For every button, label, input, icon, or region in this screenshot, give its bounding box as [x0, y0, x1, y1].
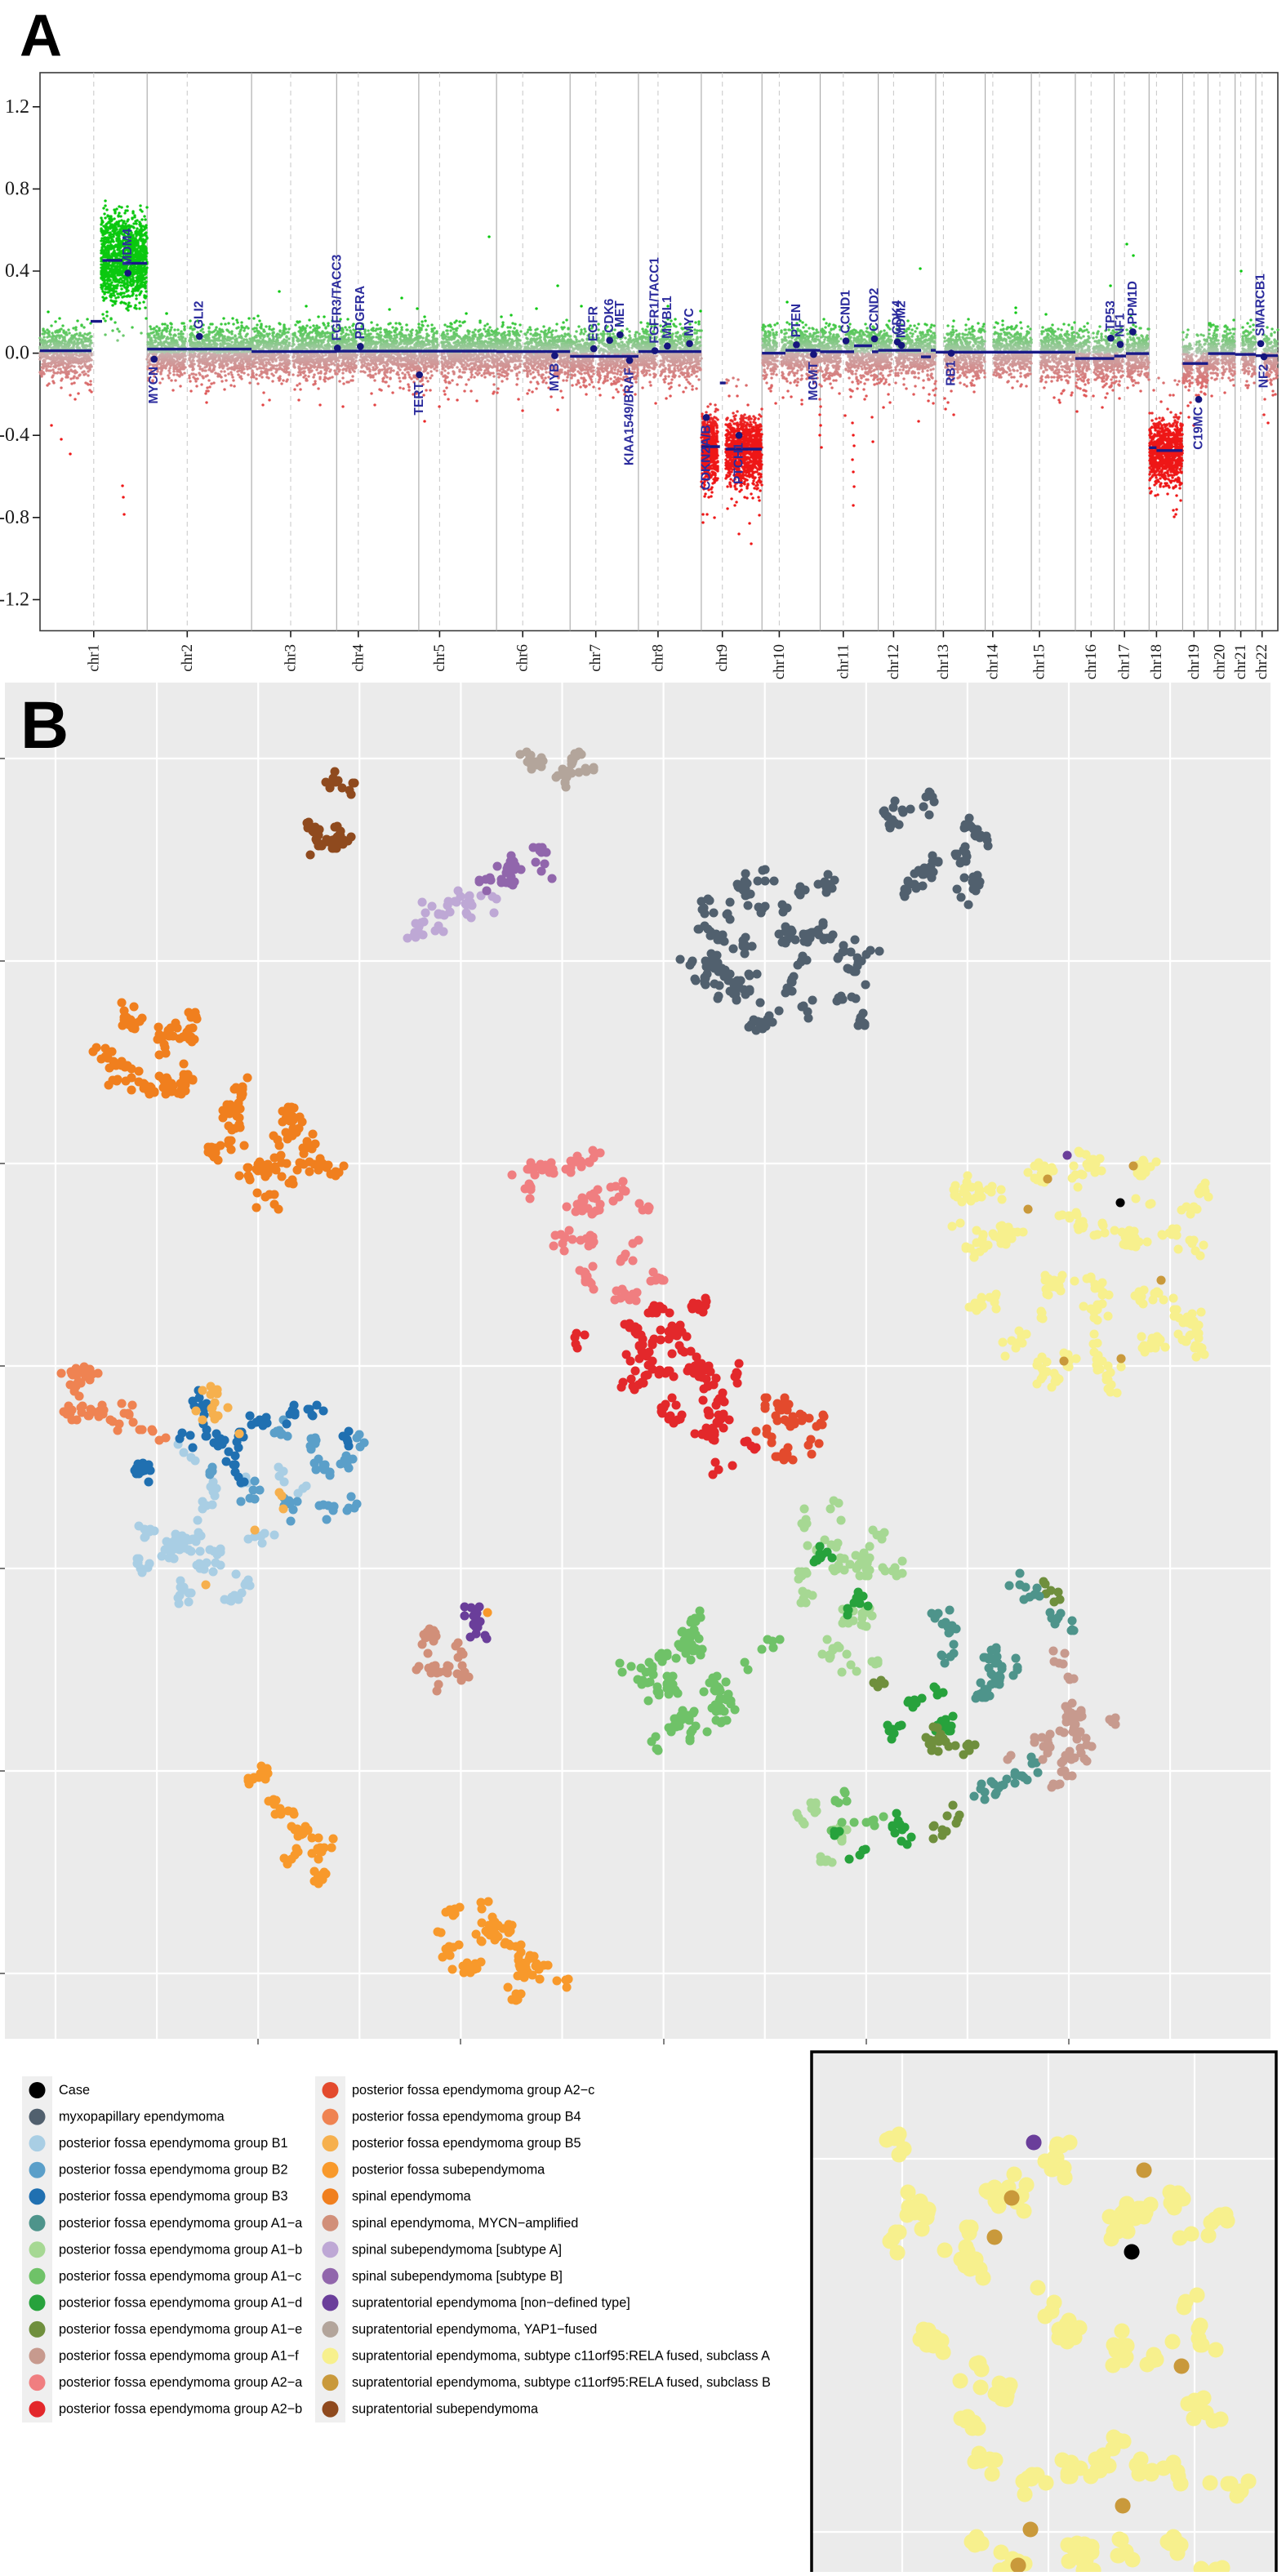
svg-text:chr6: chr6 [514, 644, 532, 672]
svg-text:0.0: 0.0 [5, 343, 29, 364]
svg-text:TP53: TP53 [1104, 300, 1118, 331]
svg-text:posterior fossa ependymoma gro: posterior fossa ependymoma group A1−e [59, 2322, 302, 2337]
svg-text:posterior fossa ependymoma gro: posterior fossa ependymoma group A1−b [59, 2242, 302, 2257]
svg-text:0.8: 0.8 [5, 178, 29, 199]
svg-text:MET: MET [613, 300, 627, 327]
svg-text:posterior fossa ependymoma gro: posterior fossa ependymoma group B4 [352, 2110, 581, 2124]
svg-text:MDM4: MDM4 [121, 228, 135, 265]
svg-text:PTCH1: PTCH1 [732, 443, 746, 484]
svg-text:chr3: chr3 [283, 644, 300, 672]
svg-text:CCND1: CCND1 [839, 290, 853, 334]
svg-text:chr21: chr21 [1232, 644, 1249, 679]
svg-text:B: B [20, 688, 69, 763]
svg-text:posterior fossa ependymoma gro: posterior fossa ependymoma group A2−c [352, 2083, 594, 2098]
svg-text:1.2: 1.2 [5, 96, 29, 118]
svg-text:chr17: chr17 [1116, 644, 1133, 679]
svg-text:posterior fossa ependymoma gro: posterior fossa ependymoma group A1−a [59, 2216, 303, 2231]
svg-text:chr20: chr20 [1212, 644, 1229, 679]
svg-text:chr13: chr13 [935, 644, 952, 679]
svg-text:chr10: chr10 [771, 644, 788, 679]
svg-text:posterior fossa ependymoma gro: posterior fossa ependymoma group B5 [352, 2136, 581, 2151]
svg-text:posterior fossa ependymoma gro: posterior fossa ependymoma group B3 [59, 2189, 288, 2204]
svg-text:NF1: NF1 [1114, 313, 1128, 337]
svg-text:FGFR1/TACC1: FGFR1/TACC1 [648, 257, 662, 344]
svg-text:PPM1D: PPM1D [1126, 281, 1140, 324]
svg-text:spinal subependymoma [subtype: spinal subependymoma [subtype B] [352, 2269, 563, 2284]
svg-text:FGFR3/TACC3: FGFR3/TACC3 [331, 254, 345, 340]
svg-text:chr22: chr22 [1253, 644, 1270, 679]
svg-text:supratentorial ependymoma, sub: supratentorial ependymoma, subtype c11or… [352, 2375, 771, 2390]
svg-text:supratentorial ependymoma, sub: supratentorial ependymoma, subtype c11or… [352, 2349, 770, 2364]
svg-text:chr18: chr18 [1148, 644, 1165, 679]
svg-text:PDGFRA: PDGFRA [354, 286, 367, 339]
svg-text:chr14: chr14 [984, 644, 1001, 680]
svg-text:-0.8: -0.8 [0, 507, 29, 528]
svg-text:chr7: chr7 [587, 644, 604, 672]
svg-text:posterior fossa ependymoma gro: posterior fossa ependymoma group A2−a [59, 2375, 303, 2390]
svg-text:-1.2: -1.2 [0, 589, 29, 610]
svg-text:chr12: chr12 [885, 644, 902, 679]
svg-text:myxopapillary ependymoma: myxopapillary ependymoma [59, 2110, 225, 2124]
svg-text:chr11: chr11 [834, 644, 852, 679]
svg-text:supratentorial ependymoma, YAP: supratentorial ependymoma, YAP1−fused [352, 2322, 597, 2337]
svg-text:supratentorial subependymoma: supratentorial subependymoma [352, 2402, 539, 2417]
svg-text:chr2: chr2 [179, 644, 196, 672]
svg-text:posterior fossa ependymoma gro: posterior fossa ependymoma group A1−f [59, 2349, 299, 2364]
svg-text:KIAA1549/BRAF: KIAA1549/BRAF [623, 367, 637, 465]
svg-text:MYCN: MYCN [147, 367, 161, 404]
svg-text:A: A [20, 3, 62, 69]
svg-text:SMARCB1: SMARCB1 [1254, 274, 1268, 336]
svg-text:0.4: 0.4 [5, 260, 29, 282]
svg-text:C19MC: C19MC [1192, 407, 1206, 450]
svg-text:MYC: MYC [683, 308, 696, 336]
svg-text:posterior fossa ependymoma gro: posterior fossa ependymoma group B2 [59, 2163, 288, 2178]
svg-text:GLI2: GLI2 [193, 301, 207, 329]
svg-text:CDKN2A/B: CDKN2A/B [700, 425, 714, 490]
svg-text:PTEN: PTEN [790, 304, 803, 337]
svg-text:CCND2: CCND2 [868, 288, 882, 331]
svg-text:chr15: chr15 [1031, 644, 1048, 679]
svg-text:spinal subependymoma [subtype: spinal subependymoma [subtype A] [352, 2242, 562, 2257]
svg-text:EGFR: EGFR [587, 306, 601, 341]
svg-text:chr9: chr9 [714, 644, 731, 672]
svg-text:posterior fossa subependymoma: posterior fossa subependymoma [352, 2163, 545, 2178]
svg-text:posterior fossa ependymoma gro: posterior fossa ependymoma group A1−d [59, 2295, 302, 2310]
svg-text:NF2: NF2 [1257, 364, 1271, 388]
svg-text:chr4: chr4 [349, 644, 367, 672]
svg-text:posterior fossa ependymoma gro: posterior fossa ependymoma group B1 [59, 2136, 288, 2151]
svg-text:RB1: RB1 [945, 360, 959, 385]
svg-text:chr16: chr16 [1083, 644, 1100, 679]
svg-text:chr8: chr8 [649, 644, 666, 672]
svg-text:MDM2: MDM2 [895, 300, 909, 338]
svg-text:chr5: chr5 [431, 644, 448, 672]
svg-text:-0.4: -0.4 [0, 425, 29, 446]
svg-text:chr19: chr19 [1186, 644, 1203, 679]
svg-text:MYBL1: MYBL1 [661, 296, 674, 339]
svg-text:CDK6: CDK6 [603, 298, 616, 333]
svg-text:supratentorial ependymoma [non: supratentorial ependymoma [non−defined t… [352, 2295, 630, 2310]
svg-text:posterior fossa ependymoma gro: posterior fossa ependymoma group A2−b [59, 2402, 302, 2417]
svg-text:CDK4: CDK4 [891, 300, 905, 335]
svg-text:chr1: chr1 [85, 644, 102, 672]
svg-text:spinal ependymoma: spinal ependymoma [352, 2189, 472, 2204]
svg-text:Case: Case [59, 2083, 90, 2098]
svg-text:TERT: TERT [412, 381, 426, 415]
svg-text:spinal ependymoma, MYCN−amplif: spinal ependymoma, MYCN−amplified [352, 2216, 578, 2231]
svg-text:posterior fossa ependymoma gro: posterior fossa ependymoma group A1−c [59, 2269, 301, 2284]
svg-text:MGMT: MGMT [807, 362, 821, 401]
svg-text:MYB: MYB [548, 363, 562, 391]
